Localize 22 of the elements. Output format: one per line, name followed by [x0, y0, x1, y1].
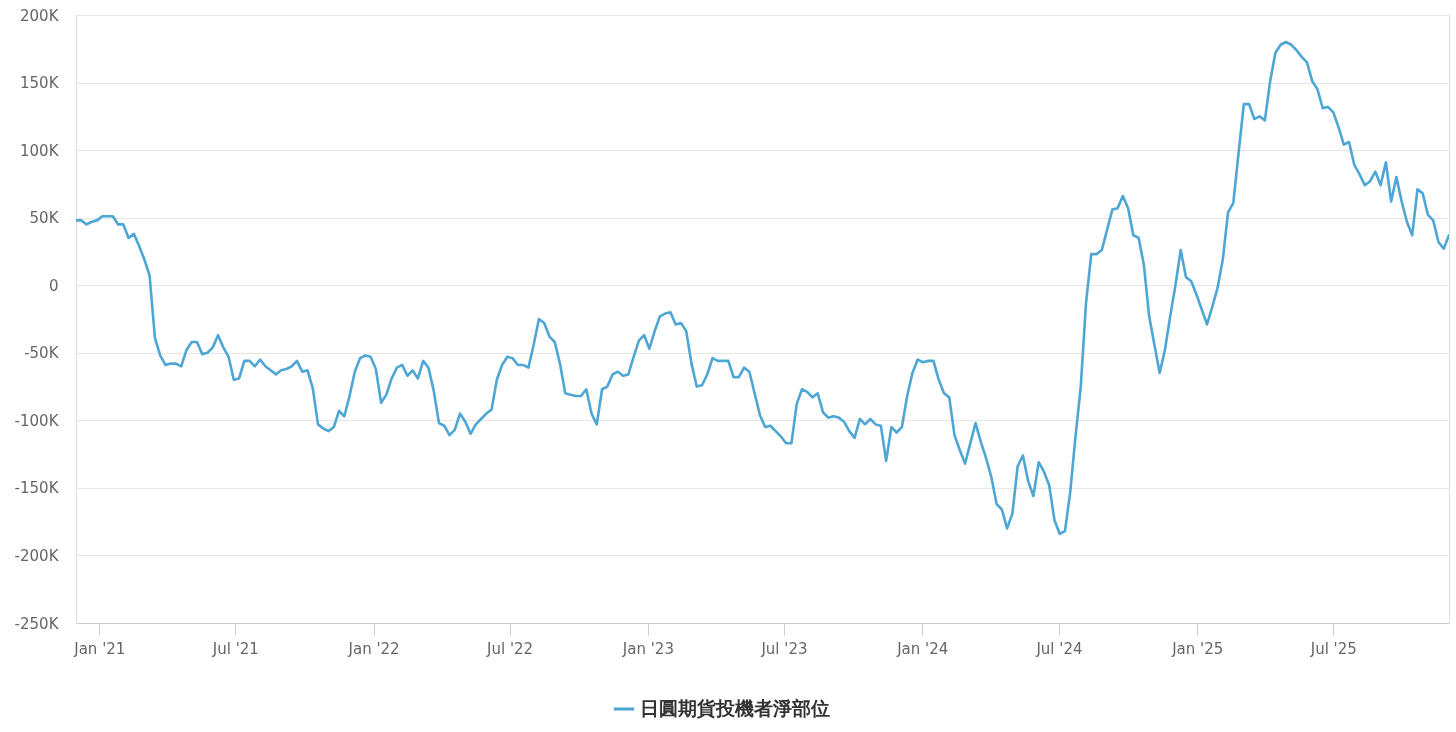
y-tick-label: 200K	[20, 6, 60, 25]
x-tick-label: Jan '24	[896, 639, 949, 658]
y-tick-label: 100K	[20, 141, 60, 160]
y-tick-label: 50K	[29, 209, 60, 228]
x-tick-label: Jan '25	[1171, 639, 1224, 658]
y-tick-label: -250K	[14, 614, 60, 633]
x-tick-label: Jul '25	[1309, 639, 1357, 658]
legend-label: 日圓期貨投機者淨部位	[640, 697, 830, 719]
x-tick-label: Jan '23	[621, 639, 674, 658]
y-tick-label: -200K	[14, 546, 60, 565]
y-tick-label: -150K	[14, 479, 60, 498]
y-tick-label: 150K	[20, 74, 60, 93]
x-tick-label: Jan '21	[73, 639, 126, 658]
line-series	[76, 40, 1449, 536]
x-tick-label: Jul '23	[760, 639, 808, 658]
x-tick-label: Jul '24	[1035, 639, 1083, 658]
y-tick-label: -50K	[24, 344, 60, 363]
y-tick-label: 0	[48, 276, 59, 295]
x-tick-label: Jul '22	[486, 639, 534, 658]
x-tick-label: Jan '22	[347, 639, 400, 658]
x-tick-label: Jul '21	[211, 639, 259, 658]
y-tick-label: -100K	[14, 411, 60, 430]
